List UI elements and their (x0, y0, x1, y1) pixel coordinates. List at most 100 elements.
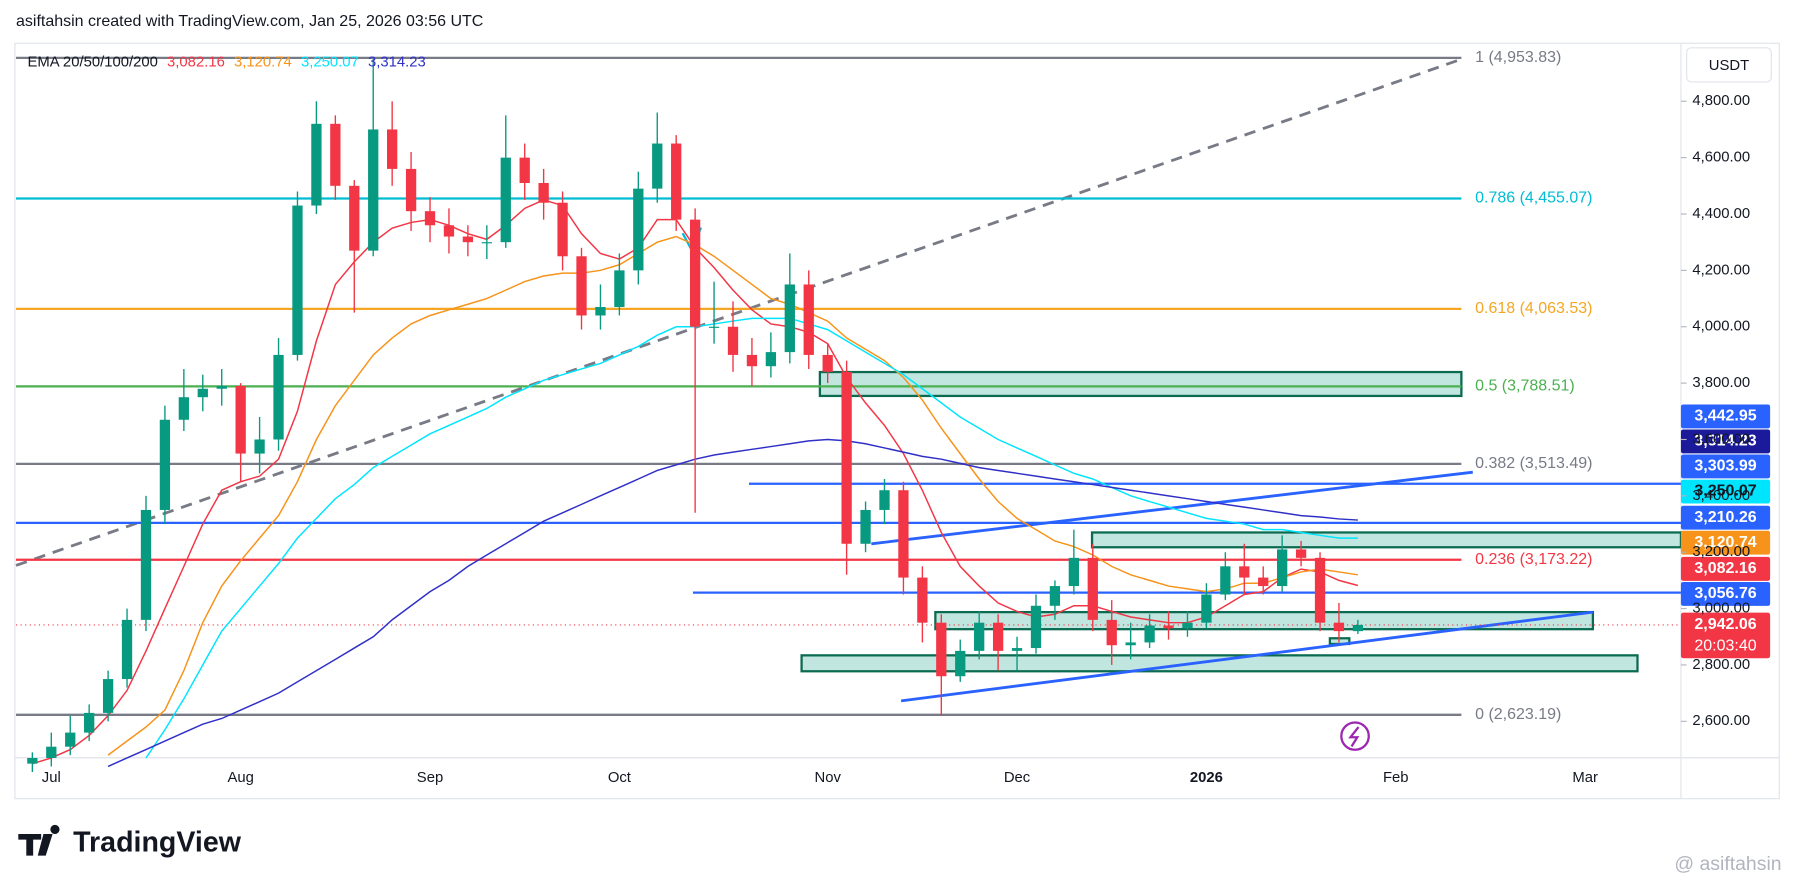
x-tick-label: Nov (814, 770, 841, 786)
price-tag (1680, 429, 1771, 454)
candle-body (860, 509, 871, 544)
candle-body (46, 746, 57, 758)
countdown: 20:03:40 (1694, 637, 1756, 654)
x-tick-label: Jul (42, 770, 61, 786)
price-tag (1680, 581, 1771, 606)
zone (800, 654, 1639, 673)
candle-body (784, 284, 795, 353)
legend-value: 3,120.74 (234, 55, 292, 71)
logo-icon (18, 824, 60, 856)
ema-line (107, 235, 1359, 756)
candle-body (1163, 625, 1174, 629)
y-tick-label: 4,000.00 (1692, 319, 1750, 335)
candle-body (1314, 557, 1326, 623)
price-tag (1680, 612, 1771, 659)
candle-body (974, 622, 985, 651)
y-tick-label: 4,200.00 (1692, 262, 1750, 278)
candle-body (1201, 594, 1212, 623)
price-tag-label: 3,056.76 (1694, 585, 1756, 602)
price-tag-label: 3,120.74 (1694, 534, 1756, 551)
x-tick-label: Feb (1383, 770, 1409, 786)
alert-icon[interactable] (1340, 721, 1370, 751)
price-tag (1680, 454, 1771, 479)
fib-label: 0.618 (4,063.53) (1475, 300, 1592, 317)
candle-body (349, 185, 360, 251)
ema-line (145, 317, 1358, 759)
frame (14, 42, 1780, 800)
y-tick-label: 4,800.00 (1692, 93, 1750, 109)
y-tick-label: 4,400.00 (1692, 206, 1750, 222)
candle-body (765, 352, 777, 367)
zone (818, 370, 1463, 398)
price-tag-label: 3,442.95 (1694, 408, 1756, 425)
y-tick-label: 3,400.00 (1692, 488, 1750, 504)
fib-label: 1 (4,953.83) (1475, 49, 1561, 66)
candle-body (936, 622, 947, 677)
y-tick-label: 3,200.00 (1692, 544, 1750, 560)
candle-body (159, 419, 171, 510)
price-tag (1680, 404, 1771, 429)
candle-body (1258, 577, 1269, 587)
candle-body (216, 385, 227, 389)
candle-body (330, 123, 341, 186)
price-tag-label: 3,250.07 (1694, 483, 1756, 500)
candle-body (841, 371, 852, 544)
candle-body (917, 577, 928, 623)
price-tag-label: 2,942.06 (1694, 616, 1756, 633)
legend-value: 3,314.23 (368, 55, 426, 71)
x-tick-label: 2026 (1190, 770, 1223, 786)
candle-body (557, 202, 568, 257)
price-tag (1680, 530, 1771, 555)
fib-label: 0.236 (3,173.22) (1475, 551, 1592, 568)
candle-body (538, 182, 549, 203)
candle-body (481, 242, 492, 244)
candle-body (595, 307, 606, 316)
candle-body (424, 211, 436, 226)
x-tick-label: Mar (1572, 770, 1598, 786)
currency-box[interactable] (1686, 47, 1772, 83)
candle-body (140, 509, 152, 620)
x-tick-label: Aug (227, 770, 253, 786)
candle-body (1352, 624, 1364, 632)
candle-body (368, 129, 379, 251)
candle-body (633, 188, 644, 271)
candle-body (500, 157, 511, 243)
candle-body (1087, 557, 1098, 620)
candle-body (178, 397, 189, 420)
price-tag-label: 3,314.23 (1694, 433, 1756, 450)
candle-body (1011, 648, 1023, 651)
currency: USDT (1709, 58, 1749, 74)
y-tick-label: 3,800.00 (1692, 375, 1750, 391)
candle-body (708, 326, 720, 328)
fib-label: 0.786 (4,455.07) (1475, 190, 1592, 207)
candle-body (292, 205, 303, 355)
header: asiftahsin created with TradingView.com,… (16, 13, 483, 30)
candle-body (519, 157, 530, 183)
candle-body (898, 490, 909, 578)
watermark: @ asiftahsin (1674, 853, 1781, 875)
candle-body (1068, 557, 1080, 587)
trend-line (900, 610, 1594, 703)
candle-body (1106, 619, 1117, 646)
candle-body (1144, 625, 1155, 643)
candle-body (405, 168, 417, 212)
candle-body (1277, 549, 1288, 587)
candle-body (462, 236, 474, 243)
candle-body (1182, 622, 1193, 629)
candle-body (65, 732, 76, 747)
y-tick-label: 3,600.00 (1692, 431, 1750, 447)
y-tick-label: 2,800.00 (1692, 657, 1750, 673)
candle-body (746, 354, 758, 367)
price-tag-label: 3,082.16 (1694, 560, 1756, 577)
y-tick-label: 4,600.00 (1692, 150, 1750, 166)
price-tag (1680, 505, 1771, 530)
ema-line (107, 438, 1358, 768)
candle-body (1333, 622, 1345, 632)
y-tick-label: 3,000.00 (1692, 601, 1750, 617)
legend-value: 3,250.07 (301, 55, 359, 71)
candle-body (992, 622, 1004, 651)
y-tick-label: 2,600.00 (1692, 713, 1750, 729)
candle-body (1295, 549, 1307, 558)
